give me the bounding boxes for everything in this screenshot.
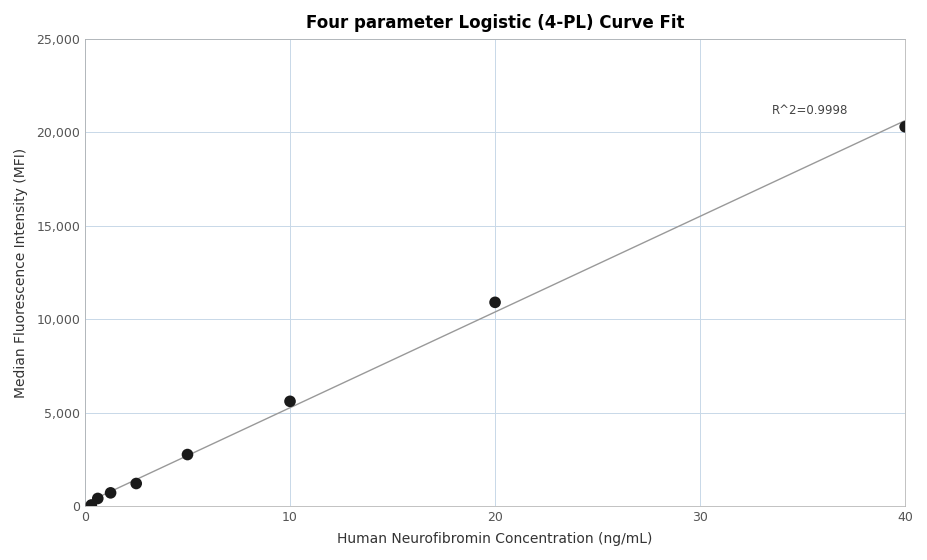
Point xyxy=(283,397,298,406)
Point xyxy=(84,501,99,510)
X-axis label: Human Neurofibromin Concentration (ng/mL): Human Neurofibromin Concentration (ng/mL… xyxy=(337,532,653,546)
Point xyxy=(180,450,195,459)
Point xyxy=(90,494,105,503)
Point xyxy=(897,122,912,131)
Y-axis label: Median Fluorescence Intensity (MFI): Median Fluorescence Intensity (MFI) xyxy=(14,147,28,398)
Text: R^2=0.9998: R^2=0.9998 xyxy=(772,105,848,118)
Title: Four parameter Logistic (4-PL) Curve Fit: Four parameter Logistic (4-PL) Curve Fit xyxy=(306,14,684,32)
Point xyxy=(103,488,118,497)
Point xyxy=(129,479,144,488)
Point xyxy=(488,298,502,307)
